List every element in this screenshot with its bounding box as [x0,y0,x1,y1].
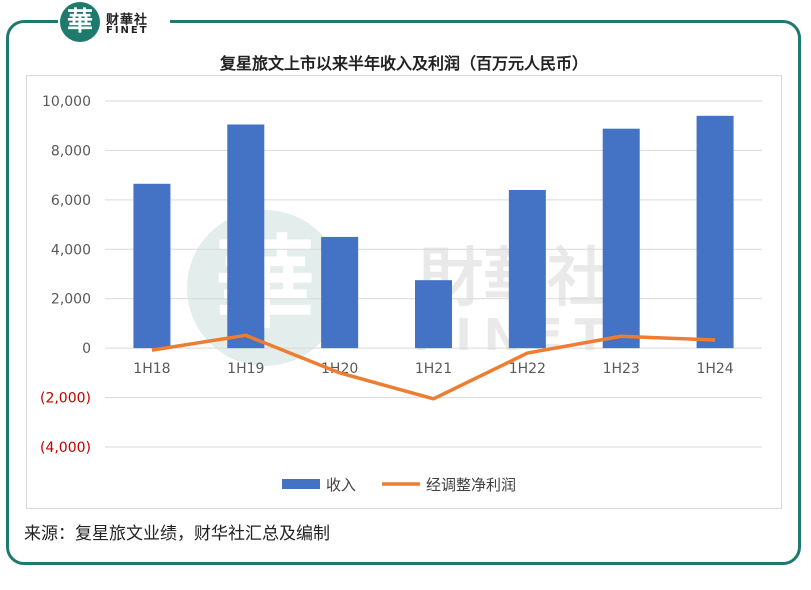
profit-line [151,333,716,401]
x-tick-label: 1H21 [415,361,452,377]
legend-label-profit: 经调整净利润 [426,476,516,494]
logo-emblem: 華 [60,2,100,42]
logo-chinese-name: 财華社 [106,13,149,28]
revenue-bar [696,115,734,349]
y-tick-label: 10,000 [42,94,91,110]
source-note: 来源：复星旅文业绩，财华社汇总及编制 [24,524,330,544]
legend-label-revenue: 收入 [326,476,356,494]
x-axis-ticks: 1H18 1H19 1H20 1H21 1H22 1H23 1H24 [133,361,733,377]
y-tick-label: (4,000) [40,440,91,456]
y-tick-label: 2,000 [51,292,91,308]
y-tick-label: (2,000) [40,391,91,407]
y-tick-label: 6,000 [51,193,91,209]
x-tick-label: 1H23 [603,361,640,377]
x-tick-label: 1H22 [509,361,546,377]
plot-frame [26,75,782,509]
revenue-bars [133,115,734,349]
revenue-bar [321,236,359,349]
legend: 收入 经调整净利润 [282,476,516,494]
chart-title: 复星旅文上市以来半年收入及利润（百万元人民币） [219,54,588,73]
revenue-bar [415,280,452,349]
legend-swatch-revenue [282,479,320,489]
y-axis-ticks: 10,000 8,000 6,000 4,000 2,000 0 (2,000) (4,000… [40,94,91,456]
revenue-bar [508,189,546,349]
y-tick-label: 8,000 [51,143,91,159]
x-tick-label: 1H19 [227,361,264,377]
logo-english-name: FINET [106,25,149,36]
revenue-bar [133,183,171,349]
revenue-bar [227,124,265,349]
revenue-bar [602,128,640,349]
x-tick-label: 1H20 [321,361,358,377]
x-tick-label: 1H24 [696,361,733,377]
y-tick-label: 0 [82,341,91,357]
x-tick-label: 1H18 [133,361,170,377]
finet-logo: 華 财華社 FINET [58,0,170,44]
y-tick-label: 4,000 [51,242,91,258]
